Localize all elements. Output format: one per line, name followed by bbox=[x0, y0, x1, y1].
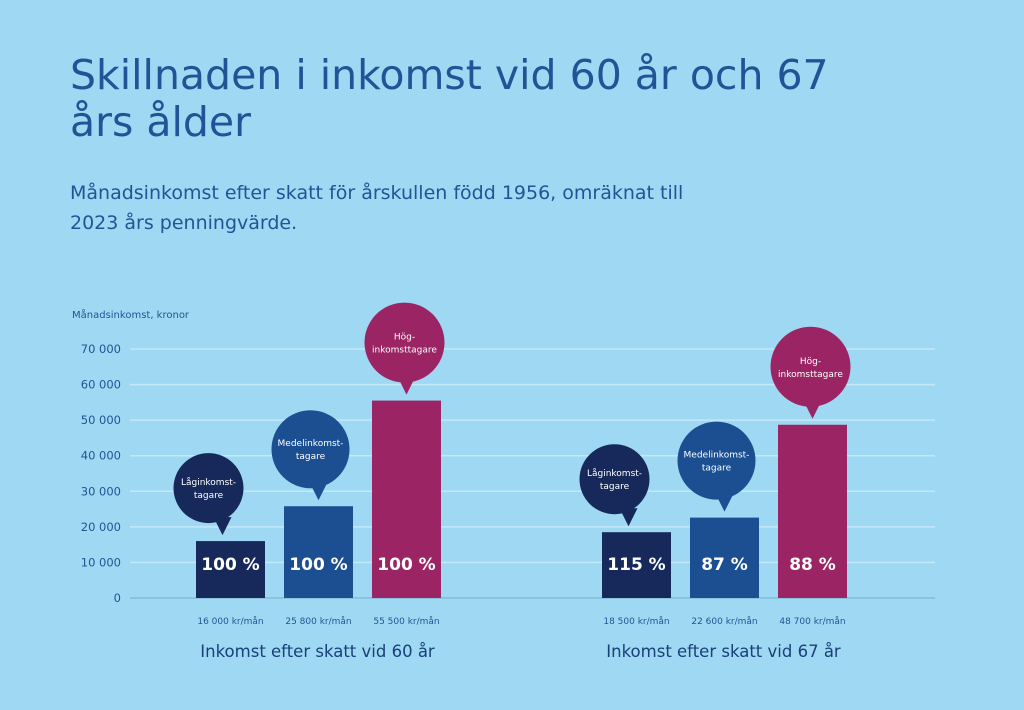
y-tick-label: 0 bbox=[114, 591, 121, 605]
bar-percent-label: 115 % bbox=[607, 555, 665, 575]
bubble-label: Låginkomst- bbox=[587, 468, 642, 479]
bar-percent-label: 88 % bbox=[789, 555, 836, 575]
speech-bubble bbox=[364, 302, 445, 383]
bar-value-label: 48 700 kr/mån bbox=[779, 616, 845, 627]
y-tick-label: 50 000 bbox=[81, 413, 121, 427]
bubble-label: Medelinkomst- bbox=[684, 451, 750, 461]
bubble-label: inkomsttagare bbox=[372, 346, 437, 356]
y-tick-label: 60 000 bbox=[81, 378, 121, 392]
group-label: Inkomst efter skatt vid 67 år bbox=[606, 642, 841, 661]
bar bbox=[284, 506, 353, 598]
bubble-label: Medelinkomst- bbox=[278, 439, 344, 449]
bubble-label: Hög- bbox=[800, 357, 821, 367]
chart-subtitle: Månadsinkomst efter skatt för årskullen … bbox=[70, 182, 684, 234]
bar-percent-label: 87 % bbox=[701, 555, 748, 575]
group-label: Inkomst efter skatt vid 60 år bbox=[200, 642, 435, 661]
bar bbox=[778, 424, 847, 598]
bar bbox=[602, 532, 671, 598]
bar-value-label: 55 500 kr/mån bbox=[373, 616, 439, 627]
bubble-label: Hög- bbox=[394, 333, 415, 343]
bar-value-label: 16 000 kr/mån bbox=[197, 616, 263, 627]
bubble-label: tagare bbox=[600, 482, 630, 492]
bar-percent-label: 100 % bbox=[201, 555, 259, 575]
bubble-label: tagare bbox=[702, 464, 732, 474]
speech-bubble bbox=[271, 410, 350, 489]
y-tick-label: 70 000 bbox=[81, 342, 121, 356]
y-axis-label: Månadsinkomst, kronor bbox=[72, 308, 190, 321]
bubble-label: tagare bbox=[194, 491, 224, 501]
speech-bubble bbox=[677, 421, 756, 500]
y-tick-label: 40 000 bbox=[81, 449, 121, 463]
bubble-label: inkomsttagare bbox=[778, 370, 843, 380]
speech-bubble bbox=[579, 444, 650, 515]
bubble-label: tagare bbox=[296, 452, 326, 462]
speech-bubble bbox=[770, 326, 851, 407]
speech-bubble bbox=[173, 453, 244, 524]
bar-value-label: 25 800 kr/mån bbox=[285, 616, 351, 627]
chart-title: Skillnaden i inkomst vid 60 år och 67 år… bbox=[70, 51, 829, 146]
y-tick-label: 30 000 bbox=[81, 484, 121, 498]
bar bbox=[690, 517, 759, 598]
bubble-label: Låginkomst- bbox=[181, 477, 236, 488]
bar-value-label: 22 600 kr/mån bbox=[691, 616, 757, 627]
bar-percent-label: 100 % bbox=[377, 555, 435, 575]
y-tick-label: 20 000 bbox=[81, 520, 121, 534]
bar bbox=[196, 541, 265, 598]
bar-value-label: 18 500 kr/mån bbox=[603, 616, 669, 627]
bar bbox=[372, 400, 441, 598]
bar-percent-label: 100 % bbox=[289, 555, 347, 575]
y-tick-label: 10 000 bbox=[81, 555, 121, 569]
